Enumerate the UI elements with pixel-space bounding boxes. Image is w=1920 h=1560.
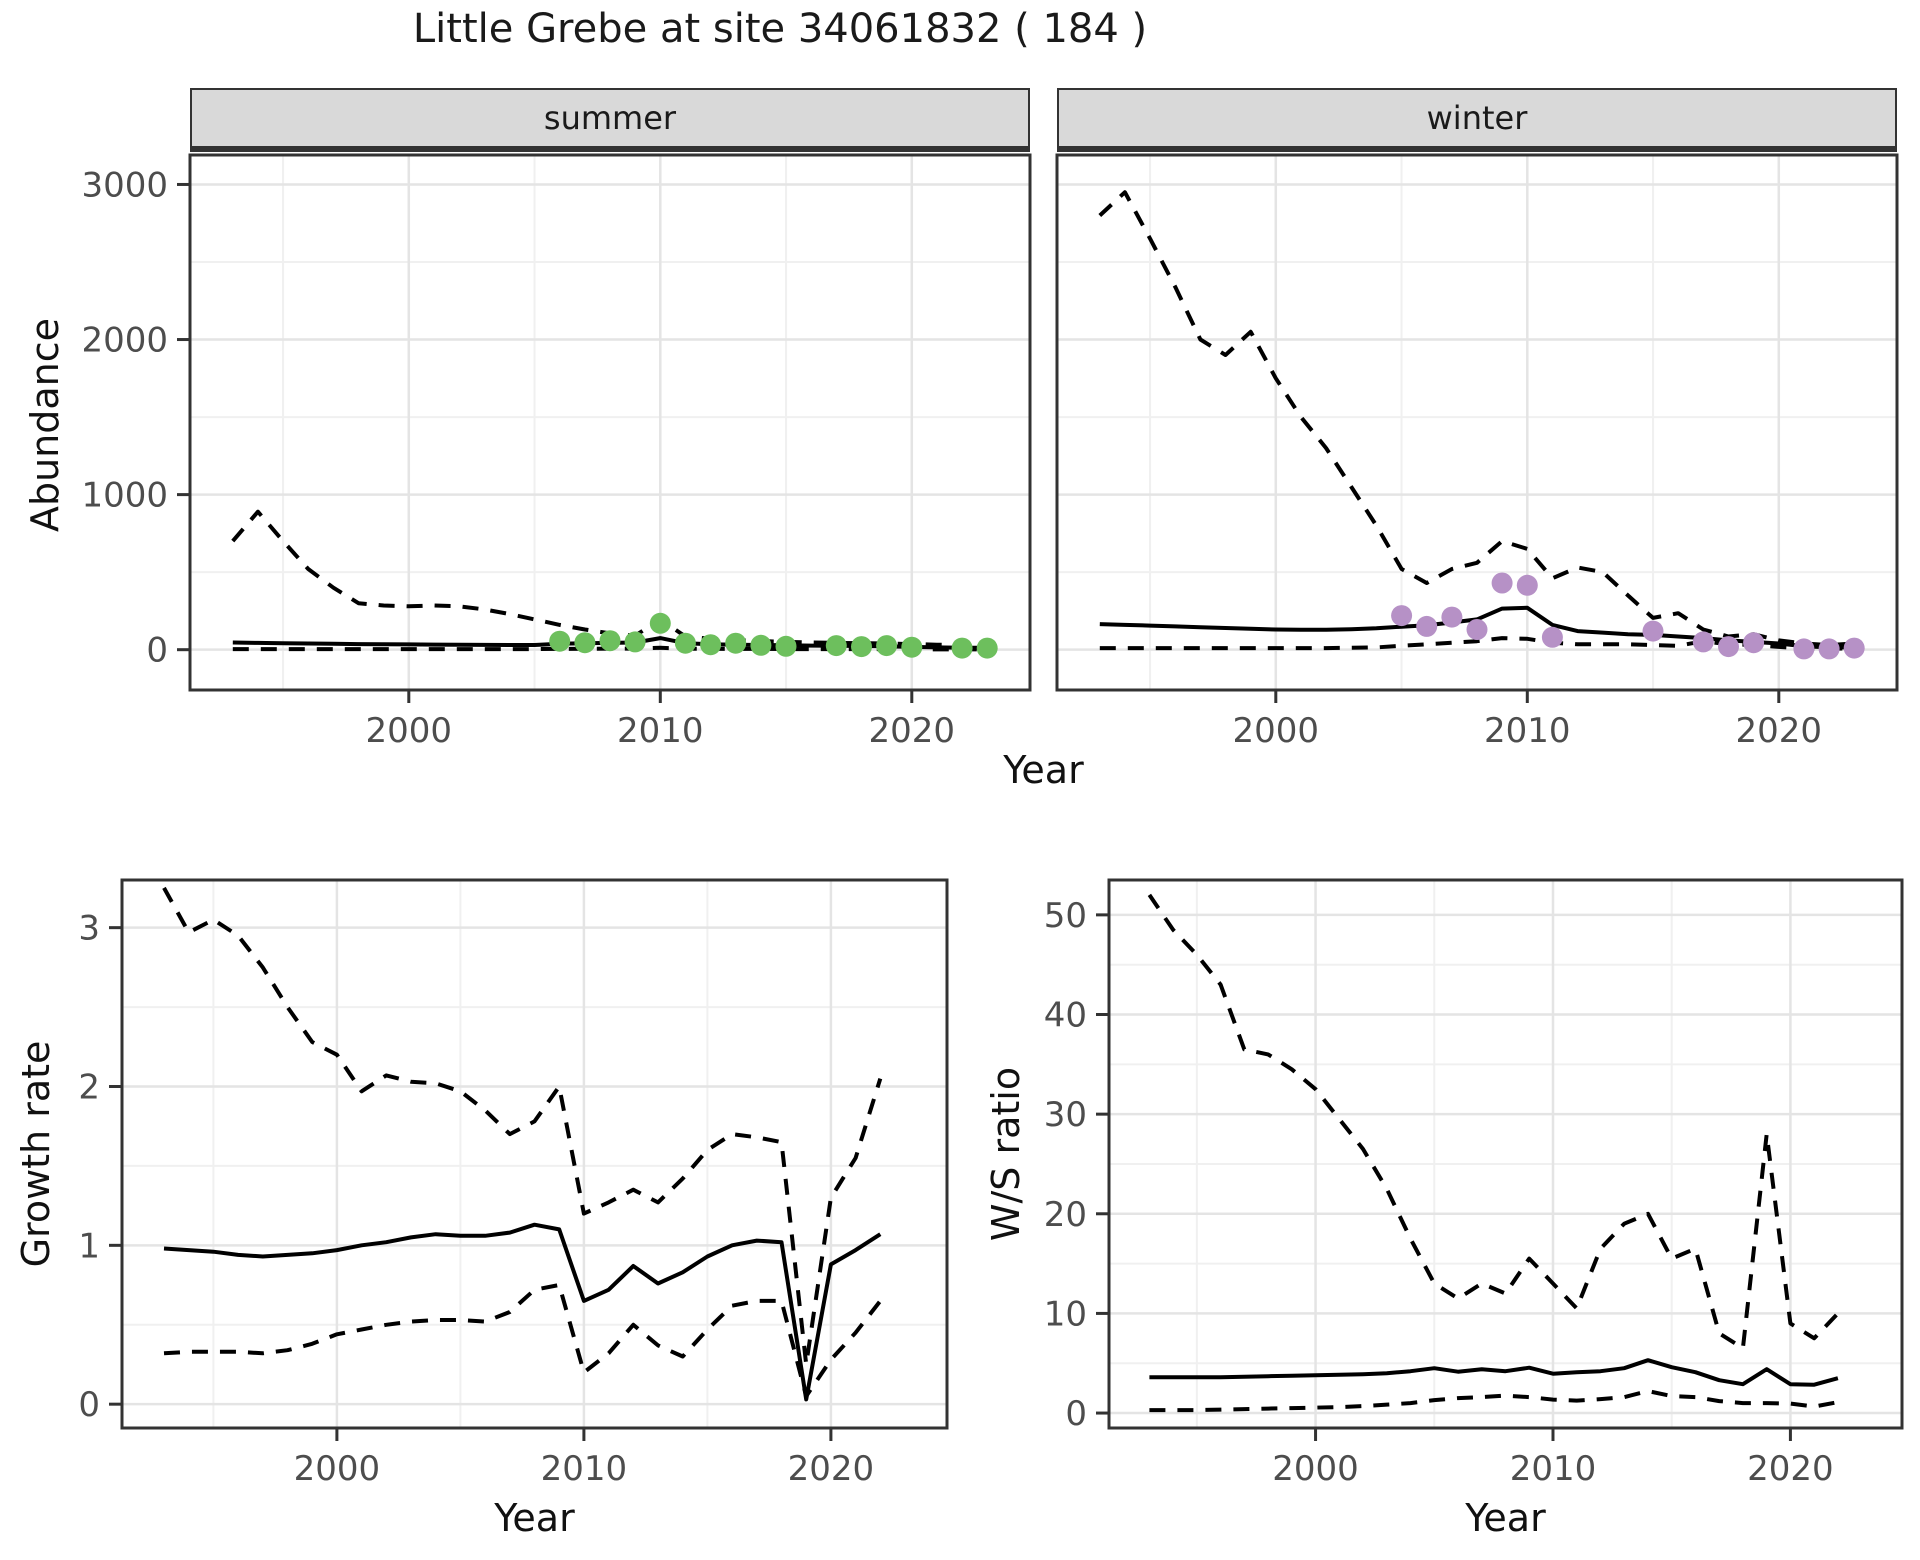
svg-text:2000: 2000 [81,321,168,361]
y-axis-title-abundance: Abundance [23,317,67,533]
svg-text:0: 0 [78,1385,100,1425]
panel-abundance-winter: 2000 2010 2020 [1055,153,1899,751]
svg-text:0: 0 [1065,1394,1087,1434]
svg-text:2000: 2000 [294,1449,381,1489]
svg-text:50: 50 [1044,896,1087,936]
panel-ws-ratio: 2000 2010 2020 0 10 20 30 40 50 [1044,878,1904,1489]
y-axis-title-ws-ratio: W/S ratio [984,1066,1028,1242]
svg-text:3000: 3000 [81,165,168,205]
svg-text:2: 2 [78,1067,100,1107]
page-title: Little Grebe at site 34061832 ( 184 ) [412,6,1148,52]
svg-text:30: 30 [1044,1095,1087,1135]
y-axis-title-growth-rate: Growth rate [14,1040,58,1268]
svg-text:3: 3 [78,909,100,949]
x-axis-title-year-bottom-left: Year [494,1496,575,1540]
svg-text:2000: 2000 [366,711,453,751]
facet-strip-winter: winter [1057,88,1897,152]
svg-text:2020: 2020 [1747,1449,1834,1489]
svg-text:10: 10 [1044,1294,1087,1334]
svg-text:2010: 2010 [541,1449,628,1489]
panel-abundance-summer: 2000 2010 2020 0 1000 2000 3000 [81,153,1032,751]
svg-text:2000: 2000 [1272,1449,1359,1489]
svg-text:2010: 2010 [1510,1449,1597,1489]
svg-text:1: 1 [78,1226,100,1266]
svg-text:2020: 2020 [1736,711,1823,751]
svg-text:2000: 2000 [1233,711,1320,751]
svg-text:0: 0 [146,631,168,671]
facet-strip-summer: summer [190,88,1030,152]
svg-text:2020: 2020 [869,711,956,751]
svg-text:40: 40 [1044,996,1087,1036]
x-axis-title-year-top: Year [1003,748,1084,792]
x-axis-title-year-bottom-right: Year [1465,1496,1546,1540]
svg-text:2010: 2010 [617,711,704,751]
panel-growth-rate: 2000 2010 2020 0 1 2 3 [78,878,949,1489]
svg-text:20: 20 [1044,1195,1087,1235]
svg-text:1000: 1000 [81,476,168,516]
svg-text:2010: 2010 [1484,711,1571,751]
svg-text:2020: 2020 [788,1449,875,1489]
